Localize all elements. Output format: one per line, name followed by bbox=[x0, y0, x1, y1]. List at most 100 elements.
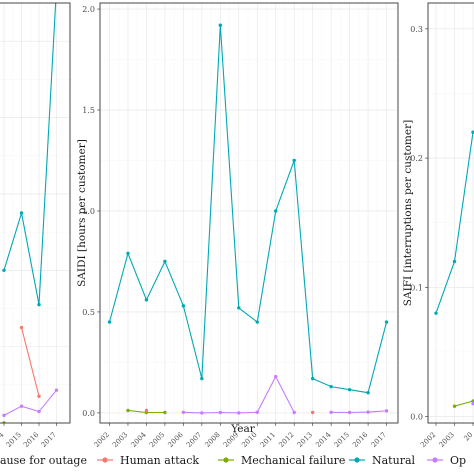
data-point-operational bbox=[329, 410, 333, 414]
legend-key-dot-human-attack bbox=[102, 457, 108, 463]
panel-2-grid bbox=[428, 3, 474, 423]
data-point-natural bbox=[255, 320, 259, 324]
series-line-natural bbox=[3, 3, 57, 305]
x-tick-label: 2007 bbox=[185, 431, 203, 449]
y-tick-label: 0.0 bbox=[82, 409, 95, 418]
y-tick-label: 1.0 bbox=[82, 207, 95, 216]
series-operational bbox=[181, 374, 389, 415]
data-point-natural bbox=[384, 320, 389, 324]
data-point-human-attack bbox=[144, 408, 149, 413]
data-point-human-attack bbox=[37, 394, 41, 398]
panel-1-border bbox=[99, 2, 399, 424]
x-tick-label: 2008 bbox=[203, 431, 221, 449]
x-tick-label: 014 bbox=[0, 430, 6, 445]
legend-label-human-attack: Human attack bbox=[120, 454, 199, 467]
panel-1-series bbox=[107, 23, 389, 415]
panel-1-grid bbox=[100, 3, 398, 423]
legend-item-human-attack: Human attack bbox=[97, 454, 199, 467]
panel-1-background bbox=[100, 3, 398, 423]
series-line-natural bbox=[108, 25, 388, 394]
data-point-mechanical-failure bbox=[452, 404, 457, 408]
series-line-operational bbox=[331, 410, 387, 414]
data-point-operational bbox=[274, 374, 278, 379]
series-line-human-attack bbox=[20, 327, 40, 397]
x-tick-label: 2016 bbox=[22, 430, 41, 449]
y-tick-label: 0.0 bbox=[410, 413, 423, 422]
x-tick-label: 2014 bbox=[314, 430, 333, 449]
data-point-natural bbox=[144, 298, 149, 302]
data-point-natural bbox=[366, 391, 370, 395]
legend-label-mechanical-failure: Mechanical failure bbox=[241, 454, 345, 467]
x-tick-label: 20 bbox=[462, 431, 474, 443]
data-point-mechanical-failure bbox=[126, 408, 130, 413]
series-natural bbox=[2, 3, 57, 307]
legend: ause for outage Human attack Mechanical … bbox=[0, 454, 466, 467]
x-tick-label: 2006 bbox=[167, 430, 186, 449]
data-point-operational bbox=[54, 388, 59, 392]
legend-key-dot-mechanical-failure bbox=[223, 457, 229, 463]
series-human-attack bbox=[19, 325, 41, 398]
x-tick-label: 2003 bbox=[438, 431, 456, 449]
x-tick-label: 2017 bbox=[40, 431, 58, 449]
y-tick-label: 0.1 bbox=[410, 283, 423, 292]
legend-label-natural: Natural bbox=[372, 454, 416, 467]
series-natural bbox=[434, 130, 474, 315]
data-point-operational bbox=[19, 404, 24, 408]
data-point-operational bbox=[37, 409, 41, 414]
x-tick-label: 2013 bbox=[296, 431, 314, 449]
series-mechanical-failure bbox=[126, 408, 167, 415]
panel-0-grid bbox=[0, 3, 70, 423]
data-point-natural bbox=[434, 311, 438, 315]
panel-2-series bbox=[434, 130, 474, 408]
data-point-human-attack bbox=[19, 325, 24, 330]
data-point-natural bbox=[126, 251, 130, 256]
data-point-operational bbox=[292, 410, 296, 415]
x-tick-label: 2005 bbox=[148, 431, 166, 449]
series-mechanical-failure bbox=[452, 399, 474, 408]
y-tick-label: 0.5 bbox=[82, 308, 95, 317]
data-point-natural bbox=[218, 23, 223, 27]
panel-2-background bbox=[428, 3, 474, 423]
data-point-natural bbox=[2, 268, 6, 272]
legend-label-operational: Op bbox=[450, 454, 466, 467]
legend-item-operational: Op bbox=[427, 454, 466, 467]
series-operational bbox=[471, 401, 474, 406]
data-point-operational bbox=[181, 410, 186, 414]
panel-0-background bbox=[0, 3, 70, 423]
data-point-operational bbox=[2, 413, 6, 418]
panel-0: 014 2015 2016 2017 bbox=[0, 2, 71, 449]
data-point-operational bbox=[366, 410, 370, 414]
series-line-mechanical-failure bbox=[454, 400, 474, 407]
y-tick-label: 0.2 bbox=[410, 154, 423, 163]
data-point-natural bbox=[310, 376, 315, 381]
data-point-operational bbox=[218, 410, 223, 415]
series-natural bbox=[107, 23, 389, 395]
data-point-natural bbox=[347, 387, 352, 392]
data-point-natural bbox=[37, 302, 41, 307]
data-point-mechanical-failure bbox=[163, 410, 167, 415]
data-point-natural bbox=[329, 384, 333, 389]
series-operational bbox=[2, 388, 59, 418]
data-point-operational bbox=[347, 410, 352, 415]
legend-key-dot-natural bbox=[354, 457, 360, 463]
data-point-human-attack bbox=[310, 410, 315, 415]
data-point-natural bbox=[163, 259, 167, 264]
data-point-natural bbox=[200, 376, 204, 381]
x-tick-label: 2002 bbox=[419, 431, 437, 449]
data-point-operational bbox=[384, 409, 389, 413]
y-tick-label: 1.5 bbox=[82, 106, 95, 115]
data-point-natural bbox=[237, 306, 241, 310]
y-tick-label: 2.0 bbox=[82, 5, 95, 14]
legend-item-mechanical-failure: Mechanical failure bbox=[218, 454, 345, 467]
data-point-natural bbox=[19, 211, 24, 215]
y-axis-label: SAIDI [hours per customer] bbox=[76, 139, 88, 287]
x-tick-label: 2011 bbox=[259, 431, 277, 449]
data-point-natural bbox=[181, 304, 186, 308]
data-point-operational bbox=[200, 411, 204, 415]
legend-key-dot-operational bbox=[432, 457, 438, 463]
series-line-operational bbox=[3, 389, 57, 416]
y-tick-label: 0.3 bbox=[410, 25, 423, 34]
x-tick-label: 2004 bbox=[130, 430, 149, 449]
data-point-operational bbox=[471, 401, 474, 406]
